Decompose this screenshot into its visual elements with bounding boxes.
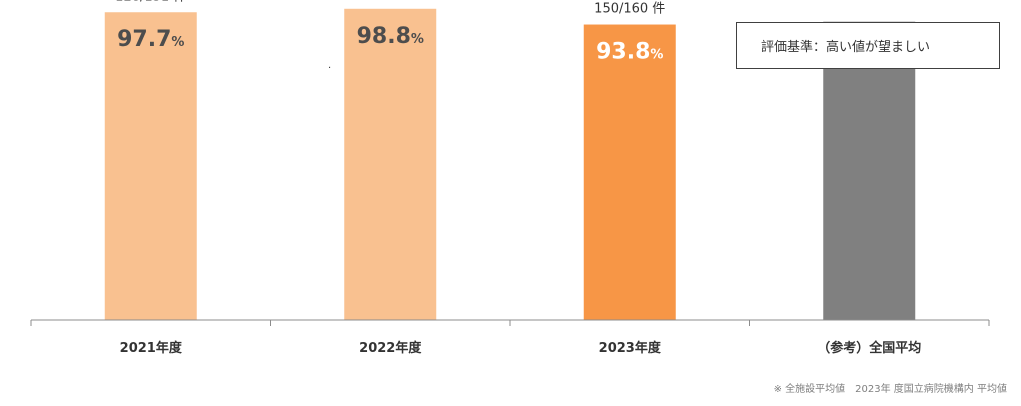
value-label-2: 98.8% (357, 24, 424, 49)
bar-3 (583, 24, 676, 321)
value-label-3: 93.8% (596, 40, 663, 65)
bar-4 (823, 21, 916, 320)
evaluation-criteria-box: 評価基準：高い値が望ましい (736, 22, 1000, 69)
bar-2 (344, 8, 437, 321)
count-label-2: 159/161 件 (355, 0, 426, 1)
category-label-4: （参考）全国平均 (817, 340, 921, 356)
footnote: ※ 全施設平均値 2023年 度国立病院機構内 平均値 (773, 384, 1007, 395)
bar-1 (104, 12, 197, 321)
count-label-3: 150/160 件 (594, 2, 665, 17)
stray-dot-mark: . (328, 60, 332, 71)
category-label-2: 2022年度 (359, 340, 422, 356)
category-label-1: 2021年度 (120, 340, 183, 356)
evaluation-criteria-label: 評価基準：高い値が望ましい (761, 40, 931, 55)
category-label-3: 2023年度 (599, 340, 662, 356)
value-label-1: 97.7% (117, 27, 184, 52)
count-label-1: 128/131 件 (115, 0, 186, 4)
